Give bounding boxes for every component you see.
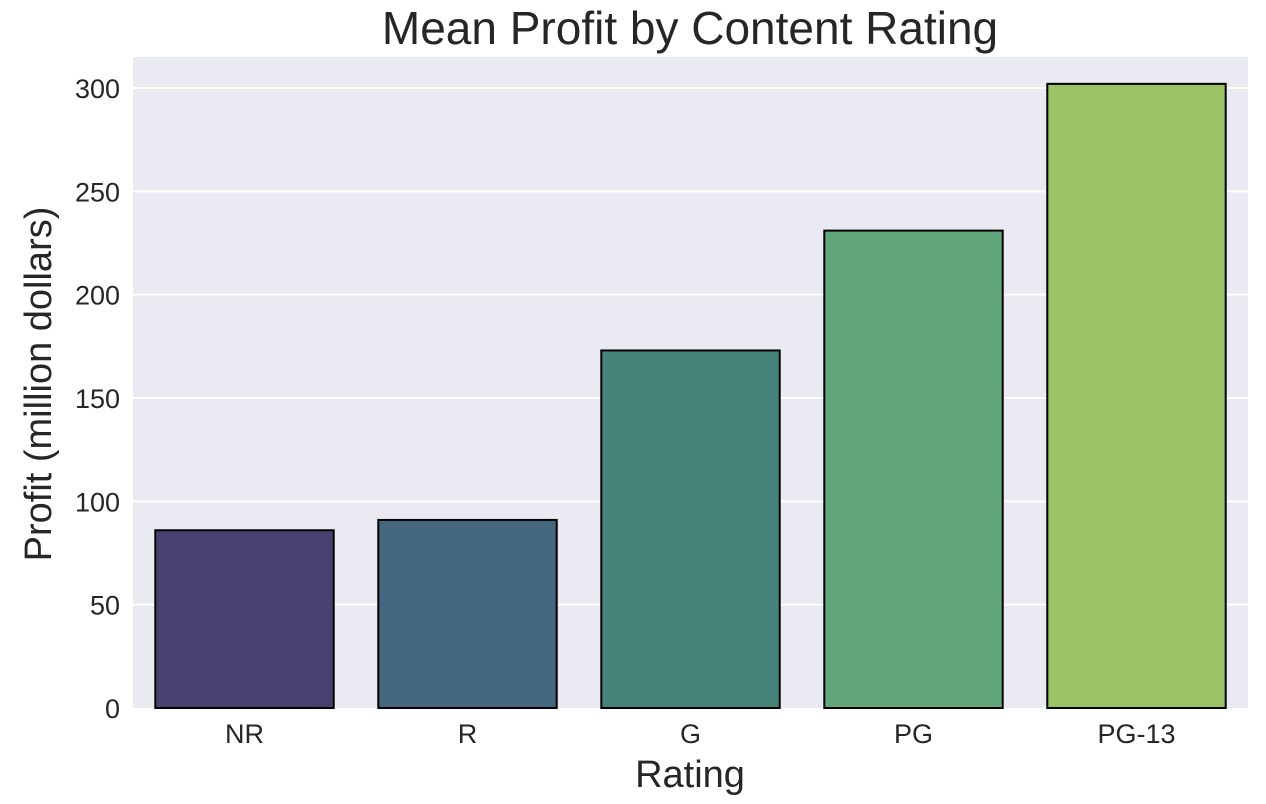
x-tick-label: PG: [894, 719, 933, 749]
bar-r: [377, 518, 558, 710]
x-tick-label: NR: [225, 719, 264, 749]
y-axis-label: Profit (million dollars): [18, 207, 60, 562]
y-tick-label: 0: [105, 694, 120, 724]
bar-g: [600, 349, 781, 709]
bar-nr: [154, 529, 335, 709]
bar-pg: [823, 229, 1004, 709]
x-tick-label: R: [458, 719, 478, 749]
chart-title: Mean Profit by Content Rating: [382, 2, 998, 54]
y-tick-label: 200: [75, 281, 120, 311]
y-tick-label: 50: [90, 591, 120, 621]
bar-pg-13: [1046, 82, 1227, 710]
x-axis-ticks: NR R G PG PG-13: [225, 719, 1176, 749]
y-axis-ticks: 0 50 100 150 200 250 300: [75, 74, 120, 724]
y-tick-label: 300: [75, 74, 120, 104]
x-axis-label: Rating: [635, 754, 745, 796]
y-tick-label: 150: [75, 384, 120, 414]
y-tick-label: 100: [75, 487, 120, 517]
bars: [154, 82, 1227, 710]
x-tick-label: G: [680, 719, 701, 749]
y-tick-label: 250: [75, 177, 120, 207]
x-tick-label: PG-13: [1097, 719, 1175, 749]
